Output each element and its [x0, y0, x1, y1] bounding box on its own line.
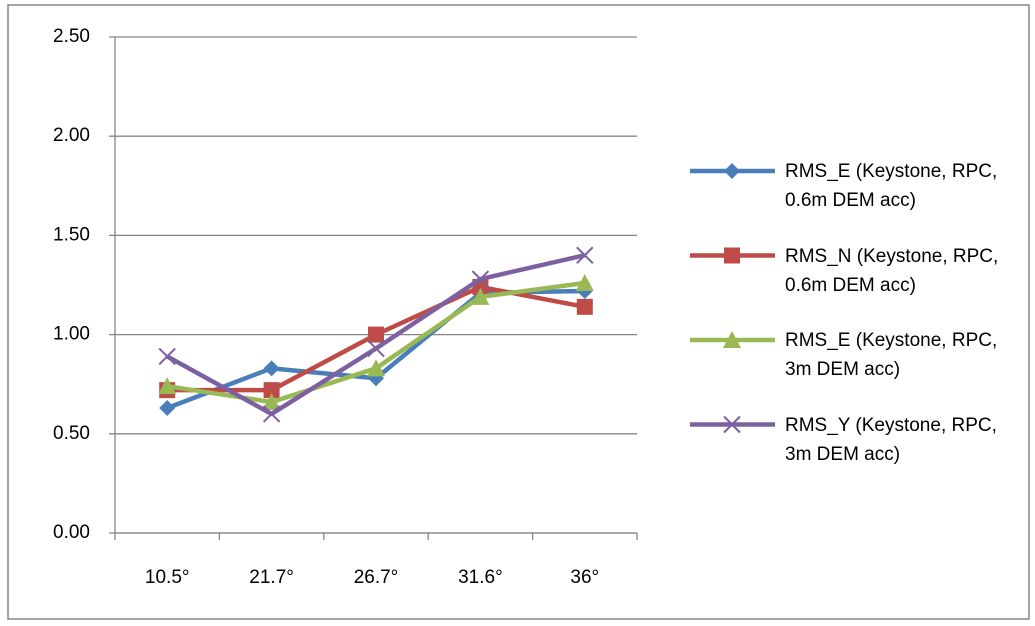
legend-marker: [724, 163, 740, 179]
data-point: [262, 405, 281, 423]
data-point: [263, 360, 280, 377]
data-point: [471, 270, 490, 288]
legend-label: RMS_Y (Keystone, RPC, 3m DEM acc): [785, 414, 997, 465]
legend-label: RMS_E (Keystone, RPC, 0.6m DEM acc): [785, 161, 998, 211]
data-point: [576, 246, 594, 264]
y-tick-label: 0.50: [53, 423, 90, 444]
data-point: [262, 393, 281, 411]
y-tick-label: 2.00: [53, 125, 90, 146]
y-tick-label: 1.00: [53, 324, 90, 345]
x-tick-label: 21.7°: [249, 567, 294, 588]
chart-frame: [7, 4, 1030, 620]
legend-marker: [723, 415, 741, 434]
x-tick-label: 26.7°: [354, 567, 399, 588]
data-point: [263, 382, 280, 399]
data-point: [159, 400, 176, 417]
x-tick-label: 36°: [570, 567, 599, 588]
data-point: [158, 377, 177, 395]
x-tick-label: 31.6°: [458, 567, 503, 588]
x-tick-label: 10.5°: [145, 567, 190, 588]
data-point: [367, 339, 385, 358]
data-point: [158, 347, 176, 366]
data-point: [367, 359, 385, 377]
legend-marker: [724, 247, 740, 264]
data-point: [471, 287, 490, 305]
legend-marker: [723, 331, 741, 348]
y-tick-label: 1.50: [53, 224, 90, 245]
legend-label: RMS_N (Keystone, RPC, 0.6m DEM acc): [785, 245, 999, 296]
data-point: [575, 274, 594, 292]
y-tick-label: 2.50: [53, 26, 90, 47]
data-point: [576, 298, 593, 315]
y-tick-label: 0.00: [53, 522, 90, 543]
legend-label: RMS_E (Keystone, RPC, 3m DEM acc): [785, 330, 998, 380]
data-point: [368, 326, 384, 343]
